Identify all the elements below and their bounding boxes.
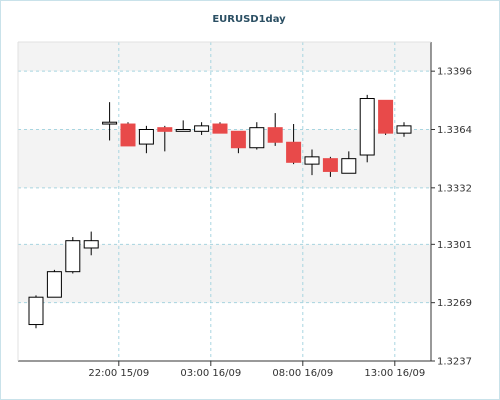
candle-body-up [359, 98, 375, 156]
candle-body-up [83, 240, 99, 249]
candle [175, 120, 191, 132]
candle-body-up [46, 271, 62, 298]
candle [212, 122, 228, 134]
candle-body-up [65, 240, 81, 273]
y-tick-label: 1.3332 [437, 183, 472, 194]
candle-body-down [286, 141, 302, 163]
candles [28, 94, 412, 329]
candle-body-up [249, 127, 265, 149]
candle-body-down [267, 127, 283, 143]
candle-body-down [157, 127, 173, 132]
plot-band [18, 42, 431, 72]
candle-body-down [378, 99, 394, 134]
candle [102, 102, 118, 141]
candle [230, 130, 246, 154]
candle [359, 94, 375, 163]
candle [138, 125, 154, 154]
candle [65, 237, 81, 274]
candle [304, 149, 320, 176]
candle [267, 113, 283, 146]
x-tick-label: 13:00 16/09 [364, 368, 425, 379]
candle [286, 124, 302, 165]
x-tick-label: 08:00 16/09 [272, 368, 333, 379]
candle [83, 231, 99, 256]
candle-body-down [212, 123, 228, 134]
candle [46, 269, 62, 298]
candle [157, 125, 173, 152]
candle [322, 156, 338, 177]
candle-body-up [341, 158, 357, 174]
candle-body-up [28, 296, 44, 326]
y-tick-label: 1.3364 [437, 125, 472, 136]
candle [28, 295, 44, 329]
y-tick-label: 1.3237 [437, 357, 472, 368]
x-tick-label: 03:00 16/09 [180, 368, 241, 379]
candle-body-down [230, 130, 246, 149]
y-tick-label: 1.3396 [437, 67, 472, 78]
candle [194, 122, 210, 135]
plot-band [18, 187, 431, 245]
x-tick-label: 22:00 15/09 [88, 368, 149, 379]
candle [120, 122, 136, 147]
candle-body-up [194, 125, 210, 132]
plot-band [18, 244, 431, 303]
candle-body-up [396, 125, 412, 134]
y-tick-label: 1.3269 [437, 298, 472, 309]
plot-bands [18, 42, 431, 361]
candle [396, 122, 412, 137]
candle-body-up [304, 156, 320, 165]
candle-body-down [120, 123, 136, 147]
plot-band [18, 302, 431, 361]
candle-body-up [138, 128, 154, 145]
candle-body-down [322, 158, 338, 172]
candle [341, 151, 357, 174]
axes: 1.3237 1.3269 1.3301 1.3332 1.3364 1.3396 22:0… [17, 41, 472, 379]
chart-title: EURUSD1day [212, 14, 286, 25]
candle-body-up [102, 121, 118, 125]
y-tick-label: 1.3301 [437, 240, 472, 251]
candle [249, 122, 265, 150]
candle-body-up [175, 128, 191, 132]
candle [378, 99, 394, 135]
